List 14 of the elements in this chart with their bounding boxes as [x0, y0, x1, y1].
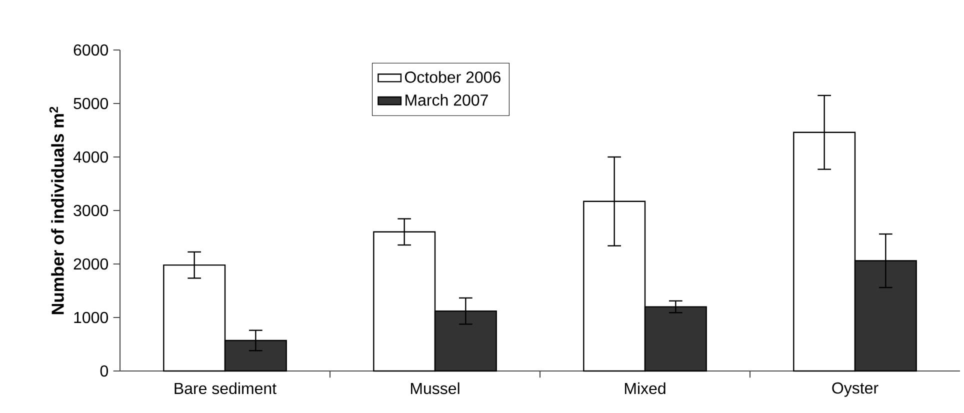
- legend-label: March 2007: [406, 94, 488, 106]
- x-tick-label: Mixed: [624, 382, 666, 394]
- y-tick-label: 3000: [74, 204, 108, 216]
- y-tick-label: 5000: [74, 98, 108, 110]
- y-tick-label: 6000: [74, 44, 108, 56]
- y-axis-title: Number of individuals m$^{2}$: [49, 106, 64, 314]
- y-tick-label: 2000: [74, 258, 108, 270]
- y-tick-label: 4000: [73, 151, 108, 163]
- x-tick-label: Oyster: [832, 382, 878, 397]
- y-tick-label: 0: [100, 365, 108, 377]
- legend-label: October 2006: [404, 71, 500, 83]
- x-tick-label: Mussel: [410, 382, 460, 394]
- y-tick-label: 1000: [74, 312, 108, 324]
- x-tick-label: Bare sediment: [174, 382, 276, 394]
